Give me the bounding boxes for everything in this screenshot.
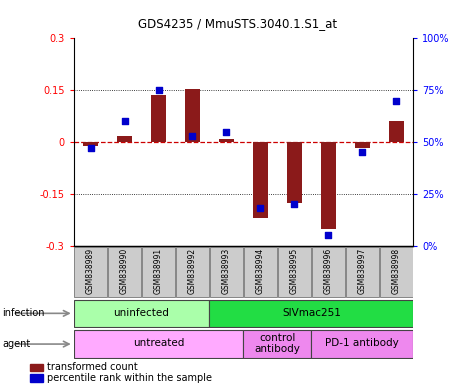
Bar <box>321 142 336 229</box>
Bar <box>151 95 166 142</box>
Bar <box>287 142 302 203</box>
Text: GDS4235 / MmuSTS.3040.1.S1_at: GDS4235 / MmuSTS.3040.1.S1_at <box>138 17 337 30</box>
Bar <box>219 139 234 142</box>
Text: GSM838993: GSM838993 <box>222 248 231 294</box>
FancyBboxPatch shape <box>244 247 277 296</box>
Bar <box>355 142 370 148</box>
Text: GSM838995: GSM838995 <box>290 248 299 294</box>
Text: untreated: untreated <box>133 338 184 348</box>
FancyBboxPatch shape <box>74 300 209 327</box>
Text: GSM838990: GSM838990 <box>120 248 129 294</box>
Text: GSM838992: GSM838992 <box>188 248 197 294</box>
Point <box>87 145 95 151</box>
Text: percentile rank within the sample: percentile rank within the sample <box>48 373 212 383</box>
Point <box>359 149 366 156</box>
FancyBboxPatch shape <box>108 247 141 296</box>
FancyBboxPatch shape <box>209 300 413 327</box>
FancyBboxPatch shape <box>74 247 107 296</box>
Bar <box>253 142 268 218</box>
Text: GSM838996: GSM838996 <box>324 248 333 294</box>
Bar <box>30 364 43 371</box>
FancyBboxPatch shape <box>74 330 243 358</box>
Point <box>189 133 196 139</box>
Point <box>291 201 298 207</box>
Text: PD-1 antibody: PD-1 antibody <box>325 338 399 348</box>
Bar <box>83 142 98 146</box>
Bar <box>389 121 404 142</box>
FancyBboxPatch shape <box>142 247 175 296</box>
FancyBboxPatch shape <box>210 247 243 296</box>
Point <box>121 118 128 124</box>
FancyBboxPatch shape <box>176 247 209 296</box>
FancyBboxPatch shape <box>312 330 413 358</box>
Bar <box>117 136 132 142</box>
Text: transformed count: transformed count <box>48 362 138 372</box>
Point <box>155 87 162 93</box>
Text: SIVmac251: SIVmac251 <box>282 308 341 318</box>
Bar <box>30 374 43 382</box>
Point <box>324 232 332 238</box>
Point <box>256 205 264 212</box>
Text: infection: infection <box>2 308 45 318</box>
FancyBboxPatch shape <box>278 247 311 296</box>
FancyBboxPatch shape <box>243 330 312 358</box>
FancyBboxPatch shape <box>346 247 379 296</box>
Text: agent: agent <box>2 339 30 349</box>
Text: control
antibody: control antibody <box>255 333 300 354</box>
FancyBboxPatch shape <box>312 247 345 296</box>
Point <box>223 129 230 135</box>
Text: GSM838994: GSM838994 <box>256 248 265 294</box>
Text: uninfected: uninfected <box>114 308 170 318</box>
Text: GSM838991: GSM838991 <box>154 248 163 294</box>
Text: GSM838998: GSM838998 <box>392 248 401 294</box>
Point <box>392 98 400 104</box>
FancyBboxPatch shape <box>380 247 413 296</box>
Text: GSM838997: GSM838997 <box>358 248 367 294</box>
Bar <box>185 89 200 142</box>
Text: GSM838989: GSM838989 <box>86 248 95 294</box>
